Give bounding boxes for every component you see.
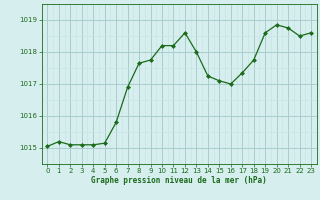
X-axis label: Graphe pression niveau de la mer (hPa): Graphe pression niveau de la mer (hPa) [91,176,267,185]
